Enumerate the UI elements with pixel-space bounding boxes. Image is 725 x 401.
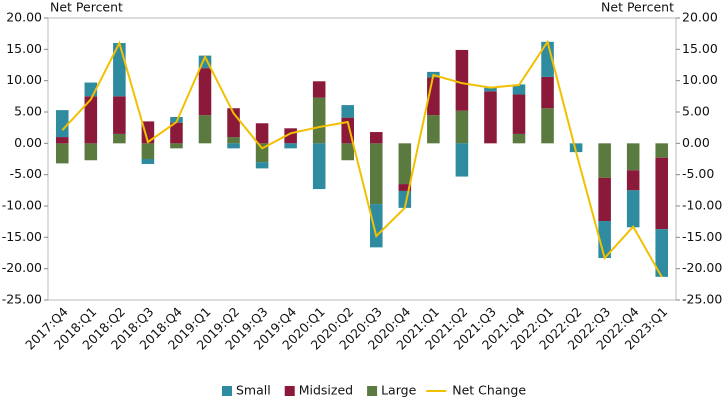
bar <box>55 143 69 164</box>
y2-tick-label: -10.00 <box>682 198 722 213</box>
bar <box>170 143 183 149</box>
y2-axis-label: Net Percent <box>601 0 674 15</box>
bar <box>655 229 669 277</box>
legend-swatch <box>284 386 295 396</box>
bar <box>541 76 554 109</box>
bar <box>312 143 326 190</box>
bar <box>255 162 269 169</box>
bar <box>455 49 469 111</box>
bar <box>455 110 469 144</box>
bar <box>541 108 554 144</box>
bar <box>341 105 355 118</box>
bar <box>512 84 526 95</box>
bar <box>398 143 412 185</box>
bar <box>312 81 326 98</box>
y2-tick-label: -5.00 <box>682 166 714 181</box>
y-tick-label: -10.00 <box>2 198 42 213</box>
y2-tick-label: 20.00 <box>682 10 718 25</box>
y2-tick-label: 0.00 <box>682 135 710 150</box>
legend-swatch <box>222 386 232 396</box>
y2-tick-label: 5.00 <box>682 104 710 119</box>
y-tick-label: 10.00 <box>6 72 42 87</box>
y-tick-label: -5.00 <box>10 166 42 181</box>
legend-label: Large <box>381 383 416 398</box>
y-tick-label: 20.00 <box>6 10 42 25</box>
bar <box>255 123 269 144</box>
legend-label: Small <box>236 383 271 398</box>
y2-tick-label: 10.00 <box>682 72 718 87</box>
bar <box>227 108 240 138</box>
bar <box>55 137 69 144</box>
bar <box>55 110 69 138</box>
bar <box>198 115 212 144</box>
bar <box>626 170 640 191</box>
y-tick-label: 15.00 <box>6 41 42 56</box>
bar <box>455 143 469 177</box>
bar <box>655 157 669 230</box>
legend-label: Midsized <box>299 383 353 398</box>
bar <box>113 96 126 134</box>
bar <box>369 132 383 144</box>
bar <box>284 143 297 149</box>
bar <box>369 143 383 205</box>
bar <box>227 137 240 144</box>
y-tick-label: 0.00 <box>14 135 42 150</box>
bar <box>141 121 155 144</box>
bar <box>512 133 526 144</box>
net-change-line <box>61 39 663 278</box>
bar <box>141 159 155 165</box>
bar <box>113 133 126 144</box>
bar <box>427 115 440 144</box>
y2-tick-label: -20.00 <box>682 260 722 275</box>
bar <box>84 96 98 144</box>
y-tick-label: -20.00 <box>2 260 42 275</box>
legend-label: Net Change <box>452 383 526 398</box>
bar <box>398 184 412 191</box>
bar <box>369 204 383 248</box>
bar <box>655 143 669 158</box>
bar <box>484 87 497 92</box>
bar <box>341 143 355 161</box>
bar <box>312 97 326 144</box>
bar <box>626 143 640 171</box>
bar <box>255 143 269 163</box>
bar <box>227 143 240 149</box>
y-axis-label: Net Percent <box>50 0 123 15</box>
bar <box>198 68 212 116</box>
bar <box>626 190 640 228</box>
bar <box>569 143 583 153</box>
bar <box>141 143 155 159</box>
bar <box>84 143 98 161</box>
bar <box>598 143 611 178</box>
bar <box>484 91 497 144</box>
y2-tick-label: -15.00 <box>682 229 722 244</box>
plot-frame <box>47 17 677 301</box>
y-tick-label: 5.00 <box>14 104 42 119</box>
legend-swatch <box>367 386 378 396</box>
y-tick-label: -15.00 <box>2 229 42 244</box>
y-tick-label: -25.00 <box>2 292 42 307</box>
y2-tick-label: 15.00 <box>682 41 718 56</box>
bar <box>598 177 611 222</box>
legend: Small Midsized Large Net Change <box>222 383 526 398</box>
y2-tick-label: -25.00 <box>682 292 722 307</box>
bar <box>170 122 183 144</box>
bar <box>512 94 526 134</box>
